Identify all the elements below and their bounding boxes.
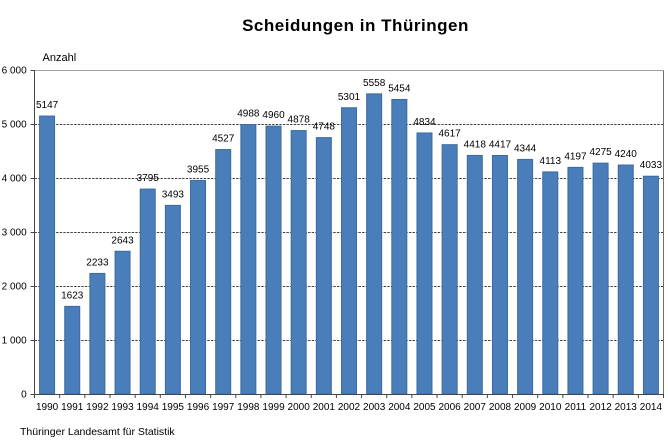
svg-text:4275: 4275: [589, 147, 612, 158]
svg-text:1991: 1991: [61, 402, 84, 413]
svg-text:5301: 5301: [338, 92, 361, 103]
svg-text:1997: 1997: [212, 402, 235, 413]
svg-text:2 000: 2 000: [2, 282, 27, 293]
svg-text:6 000: 6 000: [2, 66, 27, 77]
svg-text:2643: 2643: [111, 235, 134, 246]
svg-text:4617: 4617: [439, 129, 462, 140]
svg-text:4113: 4113: [540, 156, 562, 167]
svg-text:1993: 1993: [111, 402, 134, 413]
svg-text:2011: 2011: [565, 402, 587, 413]
svg-text:2002: 2002: [338, 402, 361, 413]
svg-text:4033: 4033: [640, 160, 663, 171]
svg-text:4 000: 4 000: [2, 174, 27, 185]
svg-text:1995: 1995: [162, 402, 185, 413]
svg-text:4960: 4960: [262, 110, 285, 121]
svg-text:2012: 2012: [589, 402, 612, 413]
svg-text:1623: 1623: [61, 290, 84, 301]
svg-text:3493: 3493: [162, 189, 185, 200]
svg-text:4417: 4417: [489, 139, 512, 150]
svg-text:4344: 4344: [514, 143, 537, 154]
svg-text:1990: 1990: [36, 402, 59, 413]
svg-text:4834: 4834: [413, 117, 436, 128]
svg-text:2006: 2006: [439, 402, 462, 413]
svg-text:4988: 4988: [237, 109, 260, 120]
svg-text:1998: 1998: [237, 402, 260, 413]
svg-text:2013: 2013: [615, 402, 638, 413]
svg-text:5454: 5454: [388, 83, 411, 94]
svg-text:1996: 1996: [187, 402, 210, 413]
svg-text:2000: 2000: [288, 402, 311, 413]
svg-text:2004: 2004: [388, 402, 411, 413]
svg-text:5147: 5147: [36, 100, 59, 111]
svg-text:Thüringer Landesamt für Statis: Thüringer Landesamt für Statistik: [20, 426, 175, 438]
svg-text:4240: 4240: [615, 149, 638, 160]
svg-text:1992: 1992: [86, 402, 109, 413]
svg-text:2009: 2009: [514, 402, 537, 413]
svg-text:2003: 2003: [363, 402, 386, 413]
svg-text:5 000: 5 000: [2, 120, 27, 131]
svg-text:1 000: 1 000: [2, 336, 27, 347]
svg-text:3 000: 3 000: [2, 228, 27, 239]
svg-text:1999: 1999: [262, 402, 285, 413]
svg-text:2008: 2008: [489, 402, 512, 413]
svg-text:2010: 2010: [539, 402, 562, 413]
svg-text:4527: 4527: [212, 134, 235, 145]
svg-text:4418: 4418: [464, 139, 487, 150]
svg-text:3955: 3955: [187, 164, 210, 175]
svg-text:0: 0: [21, 390, 27, 401]
svg-text:4197: 4197: [564, 151, 587, 162]
svg-text:1994: 1994: [137, 402, 160, 413]
svg-text:5558: 5558: [363, 78, 386, 89]
svg-text:2001: 2001: [313, 402, 336, 413]
svg-text:2007: 2007: [464, 402, 487, 413]
svg-text:Scheidungen in Thüringen: Scheidungen in Thüringen: [242, 16, 469, 35]
svg-text:2005: 2005: [413, 402, 436, 413]
svg-text:4748: 4748: [313, 122, 336, 133]
svg-text:2233: 2233: [86, 257, 109, 268]
svg-text:3795: 3795: [137, 173, 160, 184]
svg-text:4878: 4878: [288, 115, 311, 126]
svg-text:2014: 2014: [640, 402, 663, 413]
svg-text:Anzahl: Anzahl: [43, 52, 77, 64]
